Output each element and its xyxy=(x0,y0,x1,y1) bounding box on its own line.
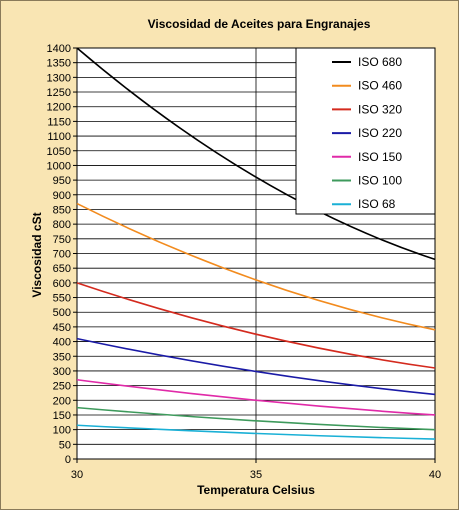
y-axis-label: Viscosidad cSt xyxy=(30,212,44,297)
y-tick-label: 50 xyxy=(59,439,71,451)
series-line-iso-680 xyxy=(76,47,436,261)
x-axis-label: Temperatura Celsius xyxy=(197,483,315,497)
y-tick-label: 400 xyxy=(53,337,71,349)
legend-label: ISO 460 xyxy=(358,79,402,93)
y-tick-label: 450 xyxy=(53,322,71,334)
legend-label: ISO 320 xyxy=(358,102,402,116)
x-tick-label: 40 xyxy=(429,469,441,481)
y-tick-label: 0 xyxy=(65,454,71,466)
series-line-iso-460 xyxy=(76,202,436,331)
y-tick-label: 900 xyxy=(53,190,71,202)
y-tick-label: 650 xyxy=(53,263,71,275)
y-tick-label: 300 xyxy=(53,366,71,378)
series-line-iso-320 xyxy=(76,282,436,369)
y-tick-label: 950 xyxy=(53,175,71,187)
legend-label: ISO 680 xyxy=(358,55,402,69)
y-tick-label: 1100 xyxy=(47,131,71,143)
y-tick-label: 1400 xyxy=(47,43,71,55)
y-tick-label: 1300 xyxy=(47,72,71,84)
y-tick-label: 350 xyxy=(53,351,71,363)
legend-label: ISO 220 xyxy=(358,126,402,140)
legend-label: ISO 150 xyxy=(358,150,402,164)
chart-title: Viscosidad de Aceites para Engranajes xyxy=(148,17,371,31)
series-line-iso-150 xyxy=(76,378,436,416)
series-line-iso-220 xyxy=(76,337,436,396)
x-tick-label: 35 xyxy=(250,469,262,481)
y-tick-label: 550 xyxy=(53,293,71,305)
x-axis-ticks: 30 35 40 xyxy=(71,459,441,481)
y-tick-label: 1150 xyxy=(47,116,71,128)
series-lines xyxy=(76,47,436,440)
y-tick-label: 250 xyxy=(53,381,71,393)
legend-label: ISO 100 xyxy=(358,174,402,188)
series-line-iso-100 xyxy=(76,406,436,431)
x-tick-label: 30 xyxy=(71,469,83,481)
y-tick-label: 1250 xyxy=(47,87,71,99)
y-tick-label: 700 xyxy=(53,249,71,261)
y-tick-label: 750 xyxy=(53,234,71,246)
series-line-iso-68 xyxy=(76,424,436,440)
y-tick-label: 1200 xyxy=(47,102,71,114)
y-tick-label: 100 xyxy=(53,425,71,437)
y-tick-label: 1050 xyxy=(47,146,71,158)
y-tick-label: 1350 xyxy=(47,58,71,70)
y-tick-label: 600 xyxy=(53,278,71,290)
y-tick-label: 1000 xyxy=(47,160,71,172)
y-tick-label: 850 xyxy=(53,204,71,216)
y-tick-label: 800 xyxy=(53,219,71,231)
grid xyxy=(77,47,435,459)
y-tick-label: 200 xyxy=(53,395,71,407)
y-tick-label: 500 xyxy=(53,307,71,319)
y-tick-label: 150 xyxy=(53,410,71,422)
legend: ISO 680 ISO 460 ISO 320 ISO 220 ISO 150 ISO 1… xyxy=(295,47,436,215)
y-axis-ticks: 0 50 100 150 200 250 300 350 400 450 500 550 600 650 7… xyxy=(47,43,77,466)
legend-box xyxy=(295,47,436,215)
legend-label: ISO 68 xyxy=(358,197,396,211)
